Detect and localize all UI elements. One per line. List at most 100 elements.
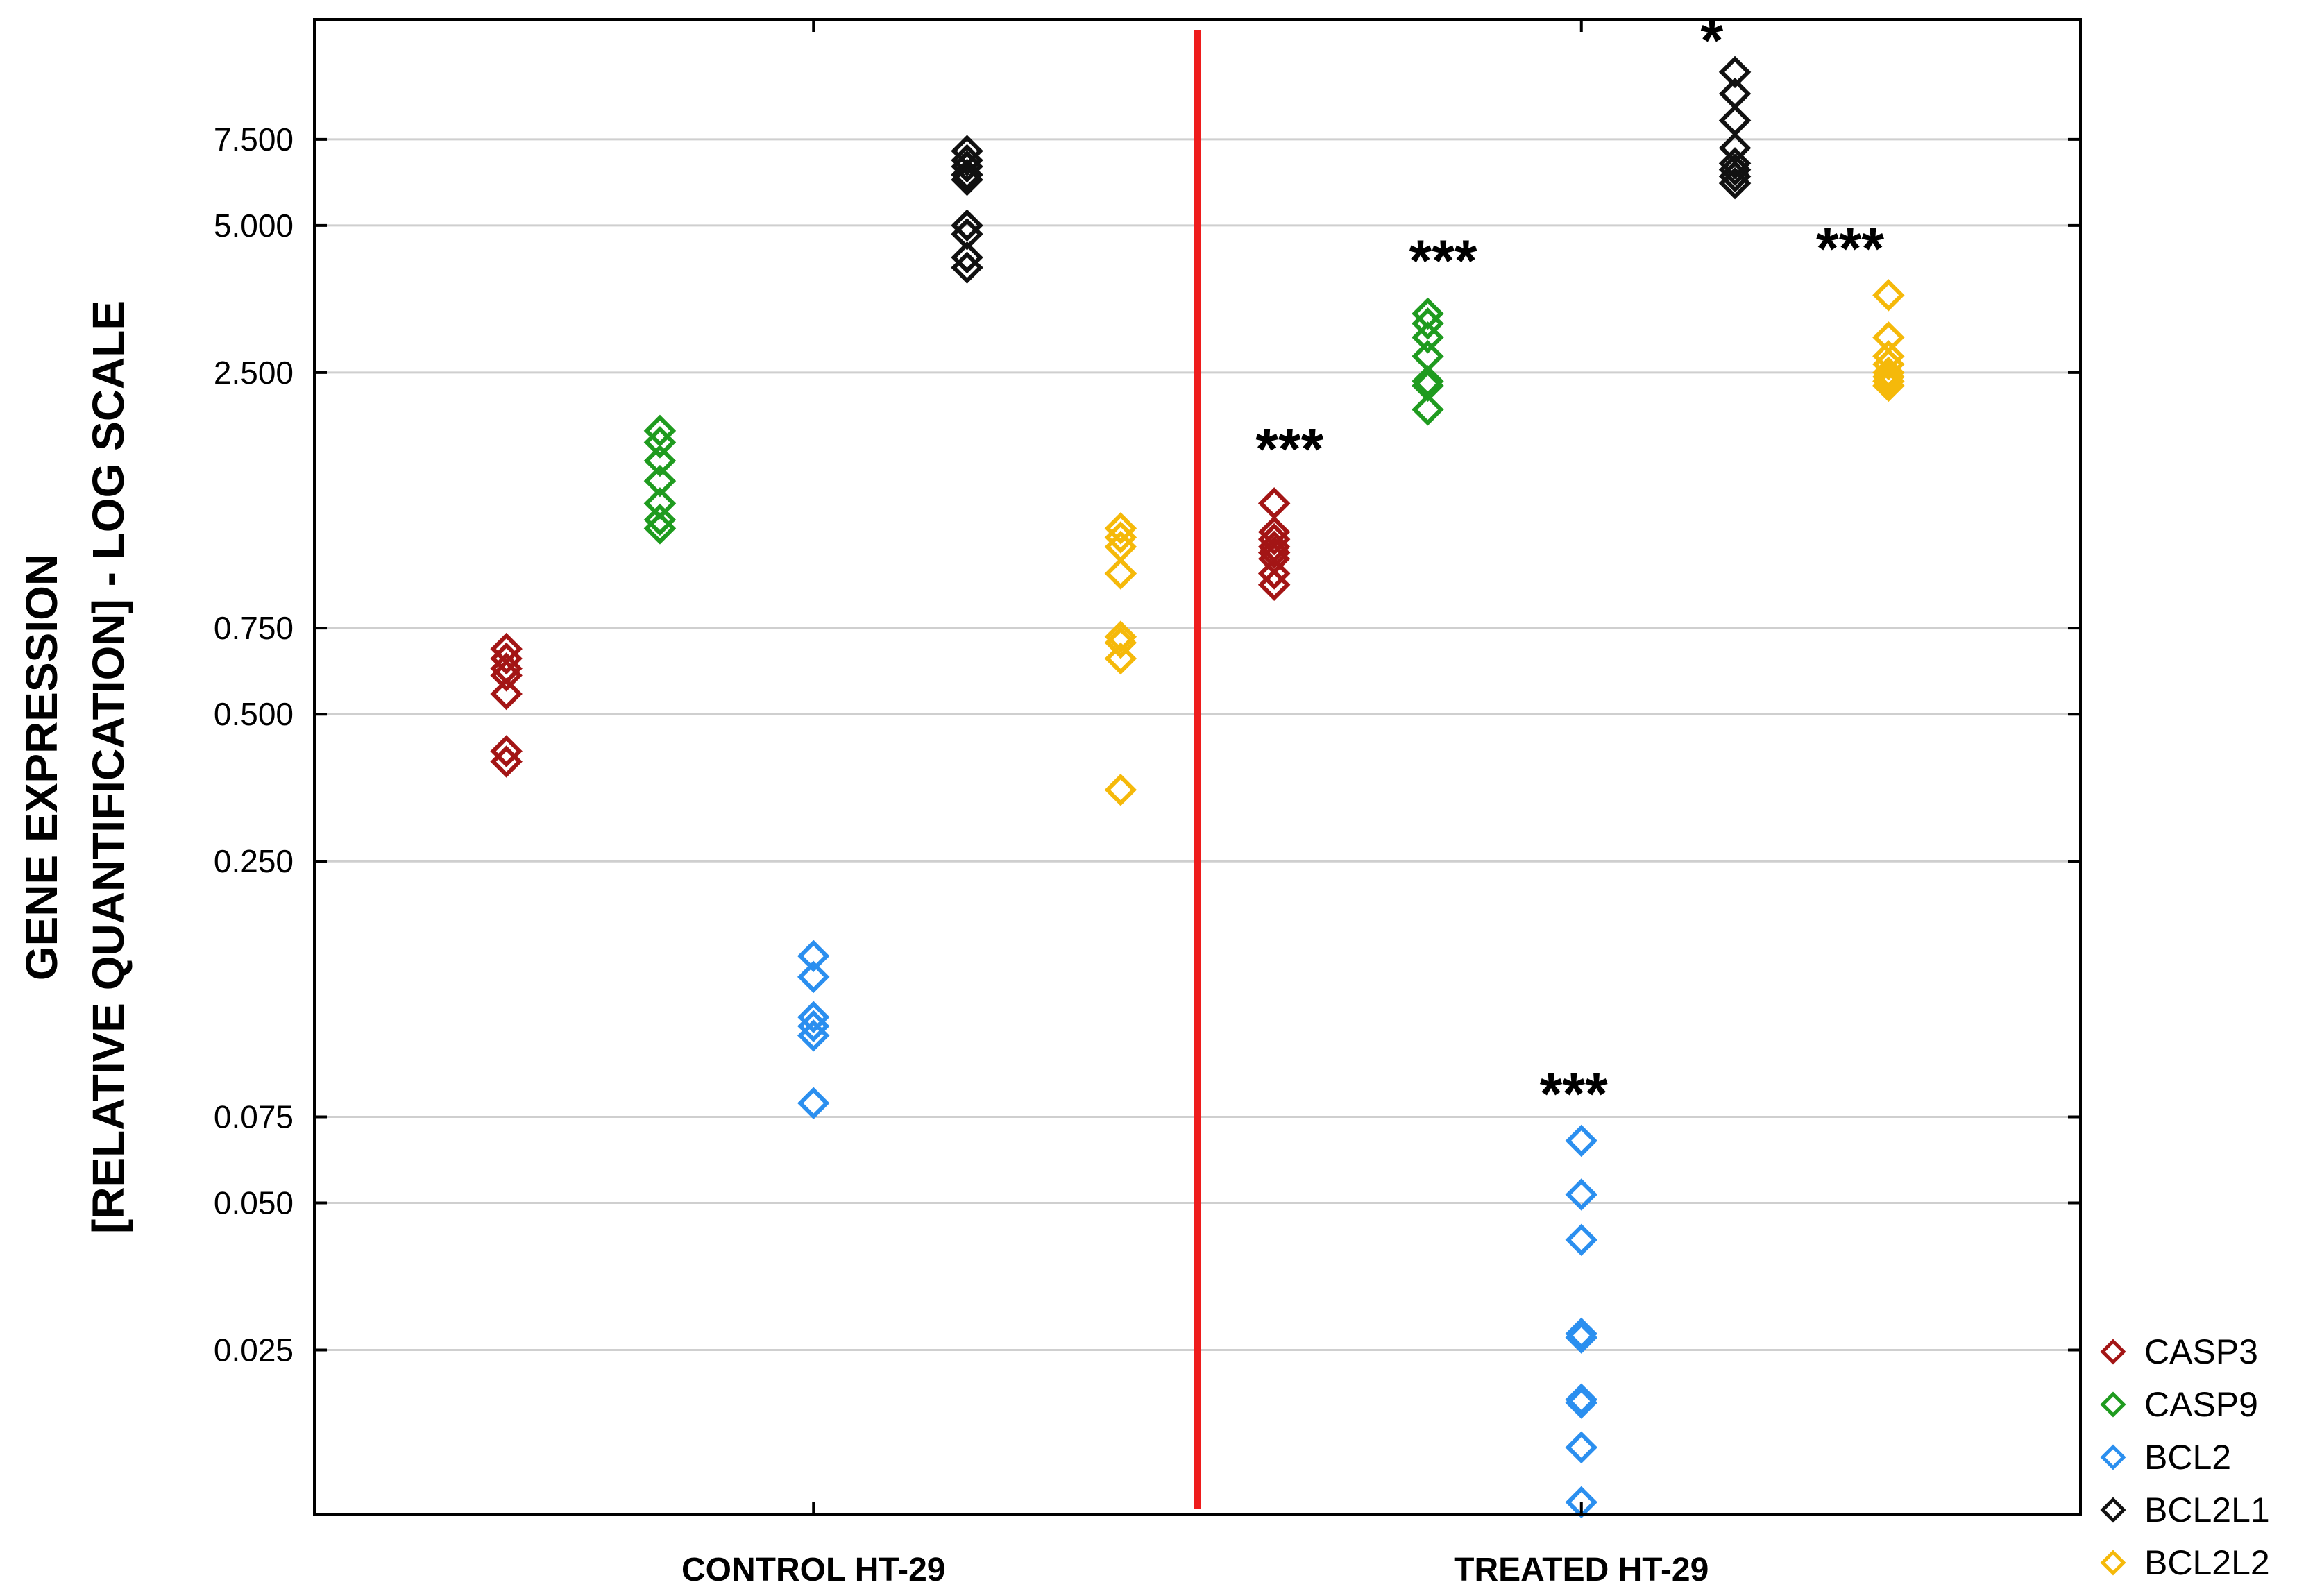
data-point-casp3: [490, 745, 523, 778]
data-point-bcl2l2: [1104, 530, 1137, 563]
y-tick-label: 0.500: [214, 696, 294, 732]
data-point-bcl2l1: [951, 163, 983, 196]
data-point-bcl2l2: [1104, 512, 1137, 545]
data-point-bcl2l2: [1872, 369, 1905, 402]
legend: CASP3 CASP9 BCL2 BCL2L1 BCL2L2: [2100, 1332, 2270, 1582]
data-point-bcl2l1: [1718, 160, 1752, 193]
data-point-casp9: [643, 426, 677, 459]
data-point-bcl2: [1565, 1321, 1598, 1354]
data-point-casp9: [1412, 321, 1444, 354]
data-point-bcl2: [1565, 1317, 1598, 1350]
y-tick-label: 0.750: [214, 610, 294, 646]
legend-label: CASP9: [2144, 1385, 2258, 1424]
data-point-bcl2l2: [1872, 356, 1905, 389]
data-point-bcl2l2: [1104, 620, 1137, 653]
significance-marker: ***: [1816, 216, 1884, 281]
data-point-bcl2: [797, 940, 830, 972]
data-point-bcl2l2: [1104, 557, 1137, 590]
data-point-bcl2l1: [951, 209, 983, 242]
legend-label: CASP3: [2144, 1332, 2258, 1371]
y-tick-label: 2.500: [214, 355, 294, 391]
data-point-casp9: [643, 414, 677, 448]
data-point-bcl2l2: [1104, 642, 1137, 675]
legend-marker-bcl2l1: [2100, 1497, 2126, 1523]
data-point-bcl2l1: [951, 218, 983, 251]
data-point-bcl2: [797, 960, 830, 994]
data-point-casp9: [643, 512, 677, 545]
significance-marker: *: [1701, 8, 1724, 73]
data-point-casp9: [643, 503, 677, 536]
significance-marker: ***: [1540, 1061, 1608, 1126]
data-point-bcl2: [1565, 1383, 1598, 1416]
y-axis-label: GENE EXPRESSION [RELATIVE QUANTIFICATION]…: [17, 300, 133, 1234]
data-points: [490, 56, 1905, 1519]
data-point-casp9: [1412, 393, 1444, 426]
x-category-label: CONTROL HT-29: [681, 1552, 945, 1588]
significance-marker: ***: [1409, 228, 1477, 294]
data-point-bcl2l2: [1872, 279, 1905, 312]
data-point-casp3: [490, 677, 523, 711]
data-point-bcl2: [1565, 1124, 1598, 1157]
legend-marker-bcl2: [2100, 1444, 2126, 1470]
data-point-bcl2l1: [951, 158, 983, 192]
data-point-bcl2l1: [1718, 147, 1752, 180]
data-point-casp3: [1257, 523, 1291, 556]
data-point-bcl2: [1565, 1223, 1598, 1257]
x-axis-categories: CONTROL HT-29 TREATED HT-29: [681, 19, 1709, 1588]
data-point-bcl2: [797, 1010, 830, 1042]
data-point-bcl2l2: [1104, 774, 1137, 806]
data-point-bcl2l1: [1718, 56, 1752, 89]
plot-frame: [313, 18, 2082, 1516]
significance-marker: ***: [1255, 416, 1323, 482]
data-point-casp9: [643, 464, 677, 498]
data-point-casp9: [1412, 307, 1444, 340]
data-point-bcl2: [1565, 1178, 1598, 1211]
data-point-casp3: [490, 659, 523, 692]
data-point-bcl2: [797, 1019, 830, 1052]
legend-label: BCL2: [2144, 1438, 2231, 1477]
y-tick-label: 7.500: [214, 121, 294, 158]
data-point-casp3: [1257, 536, 1291, 569]
data-point-casp3: [1257, 487, 1291, 520]
data-point-bcl2l1: [1718, 153, 1752, 186]
y-tick-label: 0.075: [214, 1098, 294, 1135]
data-point-bcl2l2: [1872, 360, 1905, 393]
plot-border: [313, 18, 2082, 1516]
data-point-casp9: [643, 444, 677, 477]
legend-marker-bcl2l2: [2100, 1550, 2126, 1576]
data-point-bcl2l2: [1104, 627, 1137, 659]
y-tick-label: 0.250: [214, 843, 294, 879]
y-axis-label-line: [RELATIVE QUANTIFICATION] - LOG SCALE: [83, 300, 133, 1234]
legend-label: BCL2L2: [2144, 1543, 2270, 1582]
data-point-casp3: [1257, 568, 1291, 601]
y-tick-label: 5.000: [214, 207, 294, 244]
data-point-bcl2l2: [1872, 348, 1905, 381]
legend-label: BCL2L1: [2144, 1491, 2270, 1529]
data-point-bcl2l1: [951, 241, 983, 274]
data-point-bcl2l1: [951, 251, 983, 284]
data-point-bcl2: [1565, 1386, 1598, 1419]
legend-marker-casp3: [2100, 1339, 2126, 1365]
data-point-bcl2: [797, 1087, 830, 1119]
y-tick-label: 0.025: [214, 1332, 294, 1368]
data-point-bcl2l2: [1872, 321, 1905, 354]
data-point-bcl2l1: [1718, 104, 1752, 137]
data-point-bcl2l1: [951, 150, 983, 183]
data-point-casp3: [1257, 557, 1291, 590]
data-point-bcl2l2: [1872, 365, 1905, 398]
data-point-bcl2l2: [1104, 521, 1137, 554]
significance-annotations: *************: [1255, 8, 1884, 1126]
data-point-casp3: [490, 735, 523, 767]
y-axis-ticks: 0.025 0.050 0.075 0.250 0.500 0.750 2.500 5.000…: [214, 121, 2080, 1368]
data-point-bcl2l1: [1718, 167, 1752, 200]
data-point-bcl2: [1565, 1431, 1598, 1464]
data-point-bcl2: [797, 1001, 830, 1033]
y-axis-label-line: GENE EXPRESSION: [17, 554, 67, 980]
y-tick-label: 0.050: [214, 1185, 294, 1221]
data-point-casp3: [490, 642, 523, 675]
data-point-bcl2l1: [951, 144, 983, 177]
x-category-label: TREATED HT-29: [1454, 1552, 1709, 1588]
legend-marker-casp9: [2100, 1391, 2126, 1418]
